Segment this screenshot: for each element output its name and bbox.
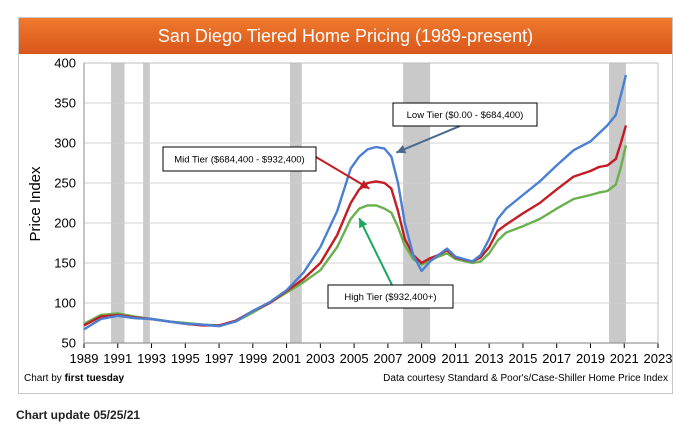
x-tick-label: 1999 bbox=[238, 351, 267, 366]
x-tick-label: 1991 bbox=[103, 351, 132, 366]
annotation-arrowhead bbox=[396, 144, 407, 154]
annotation-box bbox=[392, 102, 538, 127]
annotation-arrowhead bbox=[359, 218, 368, 229]
chart-credit: Chart by first tuesday bbox=[24, 373, 124, 384]
x-tick-label: 1995 bbox=[171, 351, 200, 366]
x-tick-label: 1993 bbox=[137, 351, 166, 366]
y-axis-label: Price Index bbox=[27, 166, 44, 242]
plot-border bbox=[83, 62, 659, 344]
data-source-note: Data courtesy Standard & Poor's/Case-Shi… bbox=[383, 373, 668, 384]
x-tick-label: 2011 bbox=[441, 351, 469, 366]
recession-band bbox=[289, 63, 302, 343]
x-tick-label: 2013 bbox=[475, 351, 504, 366]
annotation-arrowhead bbox=[359, 180, 370, 189]
y-tick-label: 200 bbox=[54, 216, 76, 231]
annotation-arrow bbox=[315, 156, 370, 190]
y-tick-label: 300 bbox=[54, 136, 76, 151]
y-tick-label: 50 bbox=[62, 336, 76, 351]
x-tick-label: 1989 bbox=[70, 351, 99, 366]
x-tick-label: 2017 bbox=[542, 351, 571, 366]
x-tick-label: 1997 bbox=[205, 351, 234, 366]
x-tick-label: 2007 bbox=[373, 351, 402, 366]
x-tick-label: 2009 bbox=[407, 351, 436, 366]
annotation-text: High Tier ($932,400+) bbox=[344, 292, 436, 303]
annotation-arrow bbox=[358, 217, 393, 286]
x-tick-label: 2015 bbox=[508, 351, 537, 366]
chart-update-note: Chart update 05/25/21 bbox=[16, 408, 141, 422]
series-line-low-tier bbox=[83, 74, 628, 331]
x-tick-label: 2021 bbox=[610, 351, 639, 366]
y-tick-label: 400 bbox=[54, 56, 76, 71]
y-tick-label: 250 bbox=[54, 176, 76, 191]
annotation-high-tier: High Tier ($932,400+) bbox=[327, 217, 454, 309]
annotation-mid-tier: Mid Tier ($684,400 - $932,400) bbox=[162, 146, 370, 190]
credit-brand: first tuesday bbox=[64, 373, 125, 384]
y-tick-label: 100 bbox=[54, 296, 76, 311]
x-tick-label: 2005 bbox=[340, 351, 369, 366]
annotation-box bbox=[327, 284, 454, 309]
annotation-low-tier: Low Tier ($0.00 - $684,400) bbox=[392, 102, 538, 154]
recession-band bbox=[143, 63, 150, 343]
annotation-box bbox=[162, 146, 317, 172]
x-tick-label: 2023 bbox=[644, 351, 673, 366]
annotation-arrow bbox=[395, 125, 461, 154]
recession-band bbox=[609, 63, 626, 343]
y-tick-label: 150 bbox=[54, 256, 76, 271]
x-tick-label: 2003 bbox=[306, 351, 335, 366]
y-tick-label: 350 bbox=[54, 96, 76, 111]
annotation-text: Low Tier ($0.00 - $684,400) bbox=[407, 110, 524, 121]
credit-prefix: Chart by bbox=[24, 373, 65, 384]
recession-band bbox=[111, 63, 125, 343]
annotation-text: Mid Tier ($684,400 - $932,400) bbox=[174, 155, 304, 166]
x-tick-label: 2019 bbox=[576, 351, 605, 366]
x-tick-label: 2001 bbox=[272, 351, 301, 366]
chart-title: San Diego Tiered Home Pricing (1989-pres… bbox=[19, 18, 672, 54]
